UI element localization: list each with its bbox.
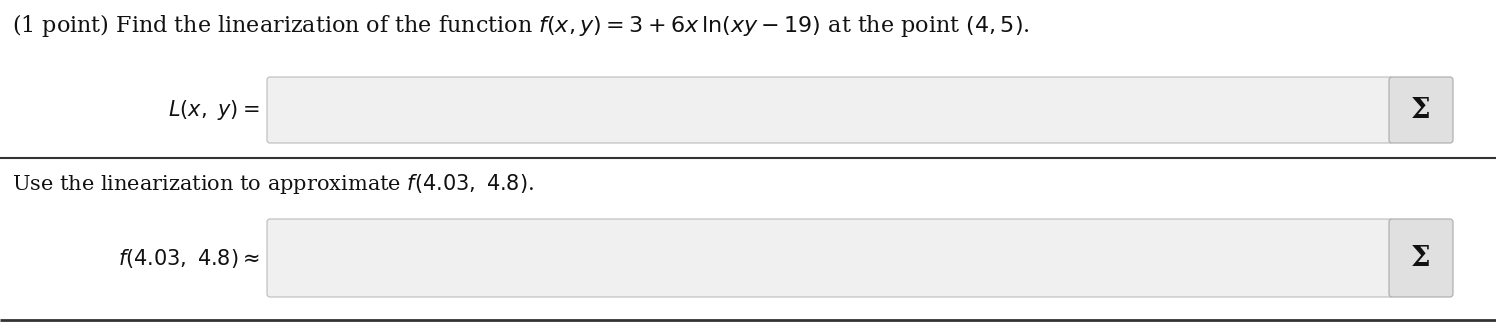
FancyBboxPatch shape [1388, 77, 1453, 143]
FancyBboxPatch shape [1388, 219, 1453, 297]
Text: $L(x,\ y) =$: $L(x,\ y) =$ [169, 98, 260, 122]
FancyBboxPatch shape [266, 219, 1393, 297]
Text: Use the linearization to approximate $f(4.03,\ 4.8)$.: Use the linearization to approximate $f(… [12, 172, 534, 196]
Text: Σ: Σ [1411, 97, 1430, 124]
Text: Σ: Σ [1411, 244, 1430, 272]
FancyBboxPatch shape [266, 77, 1393, 143]
Text: (1 point) Find the linearization of the function $f(x, y) = 3 + 6x\,\ln(xy - 19): (1 point) Find the linearization of the … [12, 12, 1029, 39]
Text: $f(4.03,\ 4.8) \approx$: $f(4.03,\ 4.8) \approx$ [118, 246, 260, 270]
